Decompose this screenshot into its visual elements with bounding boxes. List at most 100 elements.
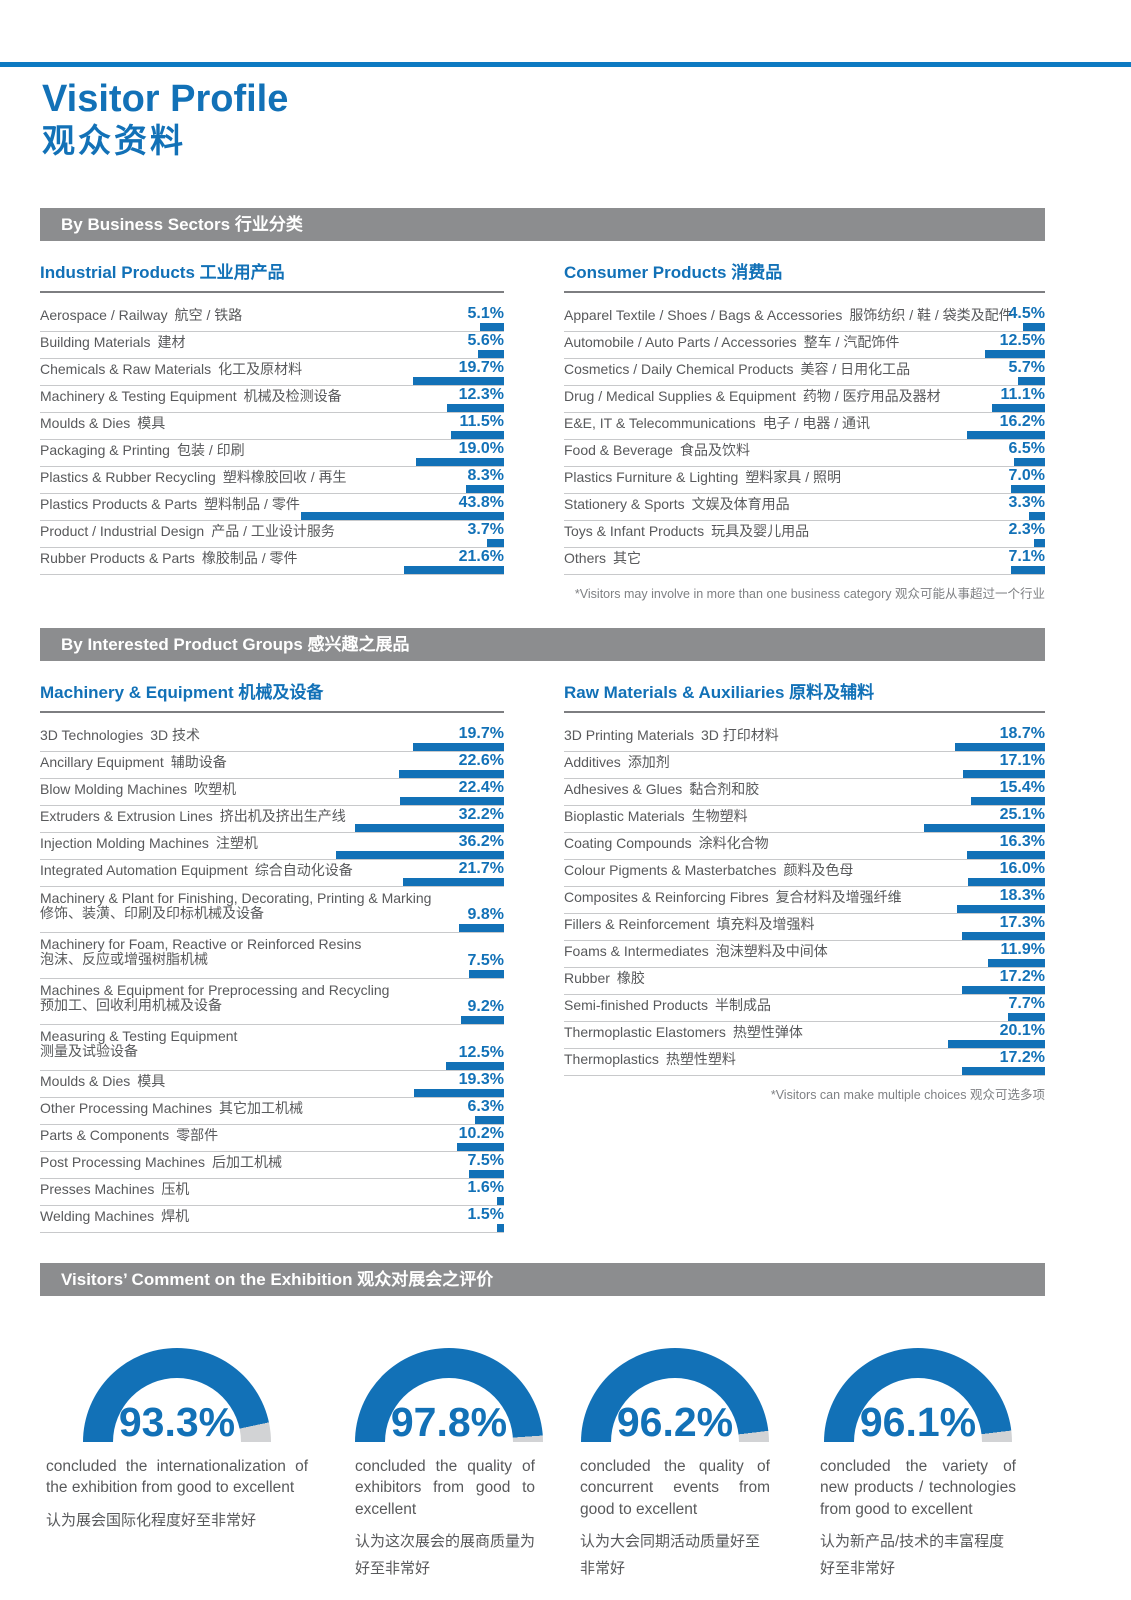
row-label: Product / Industrial Design 产品 / 工业设计服务 (40, 523, 335, 539)
consumer-products-title: Consumer Products 消费品 (564, 263, 1045, 293)
row-label: Cosmetics / Daily Chemical Products 美容 / … (564, 361, 911, 377)
row-bar (465, 485, 504, 493)
chart-row: Plastics Products & Parts 塑料制品 / 零件 43.8% (40, 494, 504, 521)
chart-row: Presses Machines 压机 1.6% (40, 1179, 504, 1206)
row-bar (1023, 323, 1045, 331)
half-donut-gauge: 96.2% (581, 1348, 769, 1446)
row-value: 16.2% (999, 413, 1045, 430)
row-label: Plastics Furniture & Lighting 塑料家具 / 照明 (564, 469, 841, 485)
row-bar (984, 350, 1045, 358)
row-label: Plastics Products & Parts 塑料制品 / 零件 (40, 496, 300, 512)
row-value: 22.4% (458, 779, 504, 796)
gauge-new-products-variety: 96.1% concluded the variety of new produ… (820, 1348, 1016, 1582)
chart-row: Integrated Automation Equipment 综合自动化设备 21… (40, 860, 504, 887)
row-value: 7.5% (467, 1152, 504, 1169)
gauge-value: 96.2% (616, 1399, 734, 1446)
chart-row: Stationery & Sports 文娱及体育用品 3.3% (564, 494, 1045, 521)
row-bar (486, 539, 504, 547)
chart-row: Foams & Intermediates 泡沫塑料及中间体 11.9% (564, 941, 1045, 968)
chart-row: Chemicals & Raw Materials 化工及原材料 19.7% (40, 359, 504, 386)
row-label: Toys & Infant Products 玩具及婴儿用品 (564, 523, 810, 539)
consumer-products-column: Consumer Products 消费品 Apparel Textile / … (564, 263, 1045, 602)
machinery-equipment-chart: 3D Technologies 3D 技术 19.7% Ancillary Equip… (40, 725, 504, 1233)
row-label: Welding Machines 焊机 (40, 1208, 190, 1224)
chart-row: Food & Beverage 食品及饮料 6.5% (564, 440, 1045, 467)
row-value: 15.4% (999, 779, 1045, 796)
gauge-hole: 97.8% (385, 1378, 513, 1443)
row-value: 43.8% (458, 494, 504, 511)
row-value: 4.5% (1008, 305, 1045, 322)
visitor-comment-gauges: 93.3% concluded the internationalization… (46, 1348, 1045, 1582)
chart-row: Thermoplastics 热塑性塑料 17.2% (564, 1049, 1045, 1076)
row-value: 7.7% (1008, 995, 1045, 1012)
row-label-zh: 修饰、装潢、印刷及印标机械及设备 (40, 905, 264, 921)
row-bar (446, 404, 504, 412)
row-bar (962, 770, 1045, 778)
row-bar (414, 1089, 504, 1097)
gauge-caption-zh: 认为展会国际化程度好至非常好 (46, 1511, 257, 1529)
gauge-hole: 96.2% (611, 1378, 739, 1446)
row-label: Parts & Components 零部件 (40, 1127, 219, 1143)
row-bar (461, 1016, 504, 1024)
chart-row: Post Processing Machines 后加工机械 7.5% (40, 1152, 504, 1179)
row-bar (962, 986, 1045, 994)
row-label: Coating Compounds 涂料化合物 (564, 835, 769, 851)
row-value: 32.2% (458, 806, 504, 823)
row-value: 11.5% (459, 413, 504, 430)
row-value: 17.2% (999, 1049, 1045, 1066)
row-bar (415, 458, 504, 466)
chart-row: Welding Machines 焊机 1.5% (40, 1206, 504, 1233)
row-value: 5.7% (1008, 359, 1045, 376)
chart-row: Aerospace / Railway 航空 / 铁路 5.1% (40, 305, 504, 332)
row-label: Additives 添加剂 (564, 754, 670, 770)
row-bar (948, 1040, 1045, 1048)
chart-row: Product / Industrial Design 产品 / 工业设计服务 3.… (40, 521, 504, 548)
row-label: Foams & Intermediates 泡沫塑料及中间体 (564, 943, 828, 959)
chart-row: Semi-finished Products 半制成品 7.7% (564, 995, 1045, 1022)
row-label: Post Processing Machines 后加工机械 (40, 1154, 282, 1170)
raw-materials-chart: 3D Printing Materials 3D 打印材料 18.7% Additiv… (564, 725, 1045, 1076)
chart-row: Others 其它 7.1% (564, 548, 1045, 575)
row-label: Injection Molding Machines 注塑机 (40, 835, 258, 851)
row-bar (987, 959, 1045, 967)
row-bar (962, 1067, 1045, 1075)
chart-row: Plastics & Rubber Recycling 塑料橡胶回收 / 再生 8.… (40, 467, 504, 494)
gauge-value: 93.3% (118, 1399, 236, 1446)
row-label: 3D Printing Materials 3D 打印材料 (564, 727, 779, 743)
row-value: 1.5% (467, 1206, 504, 1223)
top-accent-rule (0, 62, 1131, 67)
row-bar (955, 743, 1045, 751)
chart-row: Parts & Components 零部件 10.2% (40, 1125, 504, 1152)
chart-row: Other Processing Machines 其它加工机械 6.3% (40, 1098, 504, 1125)
half-donut-gauge: 96.1% (824, 1348, 1012, 1443)
row-value: 2.3% (1008, 521, 1045, 538)
row-label-zh: 泡沫、反应或增强树脂机械 (40, 951, 208, 967)
row-label: Automobile / Auto Parts / Accessories 整车 … (564, 334, 900, 350)
chart-row: Drug / Medical Supplies & Equipment 药物 / … (564, 386, 1045, 413)
row-label: Building Materials 建材 (40, 334, 186, 350)
row-label-en: Machinery for Foam, Reactive or Reinforc… (40, 936, 362, 952)
row-value: 21.7% (458, 860, 504, 877)
chart-row: Rubber 橡胶 17.2% (564, 968, 1045, 995)
row-value: 19.7% (458, 725, 504, 742)
row-bar (469, 1170, 504, 1178)
row-bar (469, 970, 504, 978)
row-label: Rubber Products & Parts 橡胶制品 / 零件 (40, 550, 298, 566)
row-label: Drug / Medical Supplies & Equipment 药物 / … (564, 388, 941, 404)
chart-row: 3D Technologies 3D 技术 19.7% (40, 725, 504, 752)
row-value: 7.1% (1008, 548, 1045, 565)
row-label: Integrated Automation Equipment 综合自动化设备 (40, 862, 353, 878)
machinery-equipment-title: Machinery & Equipment 机械及设备 (40, 683, 504, 713)
row-label-en: Machinery & Plant for Finishing, Decorat… (40, 890, 432, 906)
row-value: 1.6% (467, 1179, 504, 1196)
row-bar (474, 1116, 504, 1124)
banner-product-groups: By Interested Product Groups 感兴趣之展品 (40, 628, 1045, 661)
page-title-en: Visitor Profile (42, 78, 289, 120)
row-value: 9.2% (467, 998, 504, 1015)
row-label: Plastics & Rubber Recycling 塑料橡胶回收 / 再生 (40, 469, 347, 485)
row-value: 3.3% (1008, 494, 1045, 511)
row-bar (403, 566, 504, 574)
chart-row: Automobile / Auto Parts / Accessories 整车 … (564, 332, 1045, 359)
row-bar (496, 1197, 504, 1205)
